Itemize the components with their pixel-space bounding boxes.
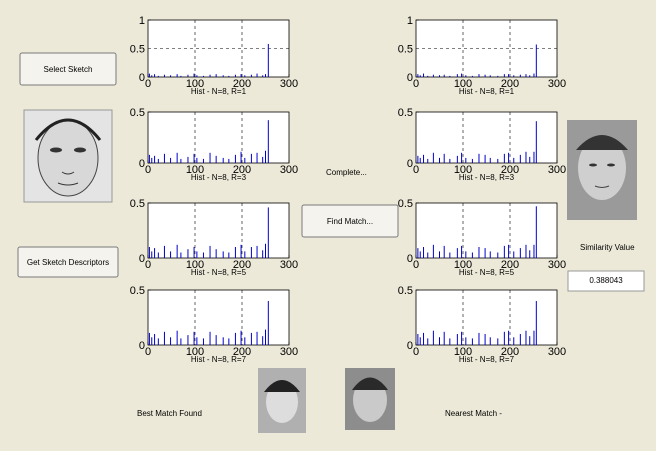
x-tick-label: 200 xyxy=(233,164,251,176)
x-axis-label: Hist - N=8, R=3 xyxy=(459,173,515,182)
x-tick-label: 300 xyxy=(280,259,298,271)
y-tick-label: 0.5 xyxy=(398,44,413,56)
x-tick-label: 200 xyxy=(501,78,519,90)
select-sketch-button[interactable]: Select Sketch xyxy=(19,52,117,86)
x-tick-label: 200 xyxy=(233,346,251,358)
y-tick-label: 0 xyxy=(139,158,145,170)
sketch-image xyxy=(23,109,113,203)
button-label: Find Match... xyxy=(327,217,373,226)
x-tick-label: 100 xyxy=(186,346,204,358)
x-tick-label: 100 xyxy=(186,164,204,176)
similarity-value: 0.388043 xyxy=(589,276,623,285)
x-tick-label: 0 xyxy=(145,259,151,271)
x-tick-label: 300 xyxy=(548,164,566,176)
histogram-plot: 0 100 200 300 0 0.5 1 Hist - N=8, R=1 xyxy=(130,15,298,96)
x-axis-label: Hist - N=8, R=5 xyxy=(459,268,515,277)
x-tick-label: 200 xyxy=(233,78,251,90)
nearest-match-label: Nearest Match - xyxy=(445,409,502,418)
x-axis-label: Hist - N=8, R=7 xyxy=(459,355,515,364)
nearest-match-photo xyxy=(345,368,395,430)
x-axis-label: Hist - N=8, R=3 xyxy=(191,173,247,182)
histogram-plot: 0 100 200 300 0 0.5 Hist - N=8, R=3 xyxy=(130,107,298,182)
y-tick-label: 0 xyxy=(407,72,413,84)
x-tick-label: 0 xyxy=(145,78,151,90)
x-axis-label: Hist - N=8, R=1 xyxy=(459,87,515,96)
x-tick-label: 100 xyxy=(454,346,472,358)
y-tick-label: 0 xyxy=(407,340,413,352)
histogram-plot: 0 100 200 300 0 0.5 Hist - N=8, R=5 xyxy=(130,198,298,277)
x-tick-label: 300 xyxy=(548,259,566,271)
x-tick-label: 200 xyxy=(501,164,519,176)
x-tick-label: 200 xyxy=(501,346,519,358)
x-tick-label: 100 xyxy=(454,259,472,271)
x-tick-label: 300 xyxy=(548,346,566,358)
button-label: Select Sketch xyxy=(44,65,93,74)
y-tick-label: 0.5 xyxy=(398,198,413,210)
x-tick-label: 100 xyxy=(454,164,472,176)
x-tick-label: 300 xyxy=(548,78,566,90)
y-tick-label: 0 xyxy=(139,72,145,84)
x-tick-label: 300 xyxy=(280,346,298,358)
histogram-plot: 0 100 200 300 0 0.5 Hist - N=8, R=5 xyxy=(398,198,566,277)
x-tick-label: 0 xyxy=(413,164,419,176)
x-axis-label: Hist - N=8, R=5 xyxy=(191,268,247,277)
x-axis-label: Hist - N=8, R=7 xyxy=(191,355,247,364)
y-tick-label: 0.5 xyxy=(130,198,145,210)
histogram-plot: 0 100 200 300 0 0.5 Hist - N=8, R=3 xyxy=(398,107,566,182)
get-descriptors-button[interactable]: Get Sketch Descriptors xyxy=(17,246,119,278)
y-tick-label: 0.5 xyxy=(398,285,413,297)
x-tick-label: 0 xyxy=(145,346,151,358)
y-tick-label: 0.5 xyxy=(130,285,145,297)
histogram-plot: 0 100 200 300 0 0.5 Hist - N=8, R=7 xyxy=(398,285,566,364)
y-tick-label: 0 xyxy=(139,253,145,265)
plot-area xyxy=(147,19,290,78)
match-photo xyxy=(567,120,637,220)
x-tick-label: 0 xyxy=(413,78,419,90)
x-axis-label: Hist - N=8, R=1 xyxy=(191,87,247,96)
x-tick-label: 100 xyxy=(186,259,204,271)
x-tick-label: 0 xyxy=(145,164,151,176)
y-tick-label: 0 xyxy=(407,253,413,265)
y-tick-label: 0.5 xyxy=(398,107,413,119)
best-match-photo xyxy=(258,368,306,433)
y-tick-label: 0 xyxy=(139,340,145,352)
x-tick-label: 0 xyxy=(413,259,419,271)
histogram-plot: 0 100 200 300 0 0.5 1 Hist - N=8, R=1 xyxy=(398,15,566,96)
x-tick-label: 100 xyxy=(454,78,472,90)
similarity-label: Similarity Value xyxy=(580,243,635,252)
x-tick-label: 300 xyxy=(280,164,298,176)
status-text: Complete... xyxy=(326,168,367,177)
y-tick-label: 1 xyxy=(139,15,145,27)
y-tick-label: 0 xyxy=(407,158,413,170)
y-tick-label: 0.5 xyxy=(130,44,145,56)
find-match-button[interactable]: Find Match... xyxy=(301,204,399,238)
x-tick-label: 100 xyxy=(186,78,204,90)
similarity-box xyxy=(567,270,645,292)
best-match-label: Best Match Found xyxy=(137,409,202,418)
x-tick-label: 0 xyxy=(413,346,419,358)
button-label: Get Sketch Descriptors xyxy=(27,258,109,267)
y-tick-label: 0.5 xyxy=(130,107,145,119)
x-tick-label: 200 xyxy=(501,259,519,271)
histogram-plot: 0 100 200 300 0 0.5 Hist - N=8, R=7 xyxy=(130,285,298,364)
y-tick-label: 1 xyxy=(407,15,413,27)
x-tick-label: 200 xyxy=(233,259,251,271)
x-tick-label: 300 xyxy=(280,78,298,90)
plot-area xyxy=(415,19,558,78)
